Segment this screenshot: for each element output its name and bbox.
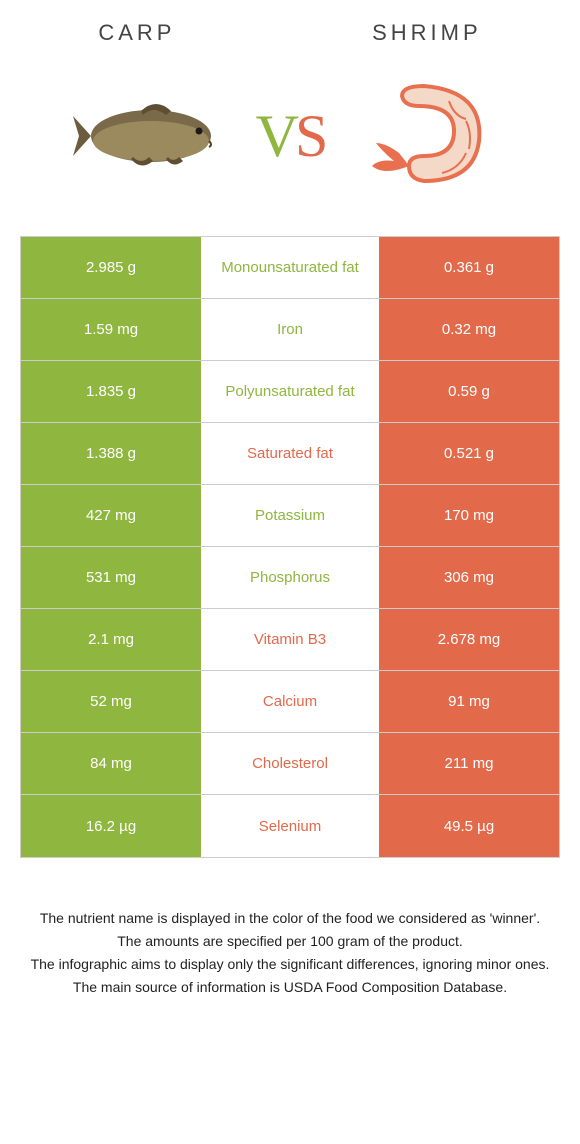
left-value-cell: 52 mg (21, 671, 201, 732)
left-value-cell: 427 mg (21, 485, 201, 546)
right-value-cell: 0.521 g (379, 423, 559, 484)
table-row: 2.985 gMonounsaturated fat0.361 g (21, 237, 559, 299)
right-value-cell: 0.361 g (379, 237, 559, 298)
vs-label: VS (256, 102, 325, 171)
left-value-cell: 2.985 g (21, 237, 201, 298)
carp-icon (71, 91, 241, 181)
left-value-cell: 1.388 g (21, 423, 201, 484)
table-row: 84 mgCholesterol211 mg (21, 733, 559, 795)
hero-row: VS (0, 56, 580, 236)
right-value-cell: 0.32 mg (379, 299, 559, 360)
nutrient-label-cell: Iron (201, 299, 379, 360)
footnote-line: The main source of information is USDA F… (30, 977, 550, 998)
right-value-cell: 49.5 µg (379, 795, 559, 857)
left-value-cell: 1.835 g (21, 361, 201, 422)
nutrient-label-cell: Potassium (201, 485, 379, 546)
left-value-cell: 1.59 mg (21, 299, 201, 360)
footnote-line: The nutrient name is displayed in the co… (30, 908, 550, 929)
nutrient-label-cell: Monounsaturated fat (201, 237, 379, 298)
nutrient-label-cell: Vitamin B3 (201, 609, 379, 670)
nutrient-label-cell: Selenium (201, 795, 379, 857)
left-value-cell: 16.2 µg (21, 795, 201, 857)
header: CARP SHRIMP (0, 0, 580, 56)
table-row: 1.388 gSaturated fat0.521 g (21, 423, 559, 485)
table-row: 1.59 mgIron0.32 mg (21, 299, 559, 361)
right-value-cell: 306 mg (379, 547, 559, 608)
footnote-line: The amounts are specified per 100 gram o… (30, 931, 550, 952)
carp-image (66, 66, 246, 206)
table-row: 427 mgPotassium170 mg (21, 485, 559, 547)
footnotes: The nutrient name is displayed in the co… (0, 858, 580, 998)
left-value-cell: 2.1 mg (21, 609, 201, 670)
nutrient-table: 2.985 gMonounsaturated fat0.361 g1.59 mg… (20, 236, 560, 858)
shrimp-image (334, 66, 514, 206)
table-row: 531 mgPhosphorus306 mg (21, 547, 559, 609)
left-value-cell: 84 mg (21, 733, 201, 794)
right-value-cell: 211 mg (379, 733, 559, 794)
footnote-line: The infographic aims to display only the… (30, 954, 550, 975)
left-food-title: CARP (98, 20, 175, 46)
right-value-cell: 170 mg (379, 485, 559, 546)
right-value-cell: 91 mg (379, 671, 559, 732)
table-row: 52 mgCalcium91 mg (21, 671, 559, 733)
right-food-title: SHRIMP (372, 20, 482, 46)
nutrient-label-cell: Phosphorus (201, 547, 379, 608)
table-row: 2.1 mgVitamin B32.678 mg (21, 609, 559, 671)
nutrient-label-cell: Saturated fat (201, 423, 379, 484)
right-value-cell: 0.59 g (379, 361, 559, 422)
shrimp-icon (354, 71, 494, 201)
left-value-cell: 531 mg (21, 547, 201, 608)
right-value-cell: 2.678 mg (379, 609, 559, 670)
table-row: 16.2 µgSelenium49.5 µg (21, 795, 559, 857)
nutrient-label-cell: Cholesterol (201, 733, 379, 794)
nutrient-label-cell: Polyunsaturated fat (201, 361, 379, 422)
nutrient-label-cell: Calcium (201, 671, 379, 732)
vs-v: V (256, 103, 295, 169)
table-row: 1.835 gPolyunsaturated fat0.59 g (21, 361, 559, 423)
vs-s: S (295, 103, 324, 169)
